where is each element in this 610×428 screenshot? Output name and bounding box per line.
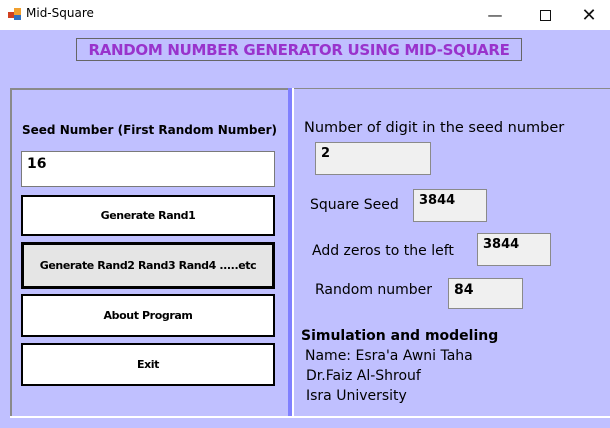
doctor-name: Dr.Faiz Al-Shrouf [306,368,421,384]
app-icon [8,8,21,20]
close-button[interactable]: ✕ [566,0,610,30]
minimize-button[interactable]: — [472,0,518,30]
course-label: Simulation and modeling [301,328,499,344]
title-bar: Mid-Square — ✕ [0,0,610,30]
random-number-label: Random number [315,282,433,298]
digits-field[interactable]: 2 [315,142,431,175]
right-panel-border [294,88,610,89]
add-zeros-label: Add zeros to the left [312,243,454,259]
add-zeros-field[interactable]: 3844 [477,233,551,266]
left-panel [10,88,288,416]
square-seed-label: Square Seed [310,197,399,213]
generate-rand1-button[interactable]: Generate Rand1 [21,195,275,236]
maximize-icon [539,9,551,21]
window-title: Mid-Square [26,6,94,20]
digits-label: Number of digit in the seed number [304,120,565,136]
exit-button[interactable]: Exit [21,343,275,386]
square-seed-field[interactable]: 3844 [413,189,487,222]
close-icon: ✕ [581,4,597,26]
seed-label: Seed Number (First Random Number) [22,123,277,137]
minimize-icon: — [487,6,503,24]
splitter-edge [292,88,294,416]
header-title: RANDOM NUMBER GENERATOR USING MID-SQUARE [76,38,522,61]
about-program-button[interactable]: About Program [21,294,275,337]
seed-input[interactable]: 16 [21,151,275,187]
generate-next-button[interactable]: Generate Rand2 Rand3 Rand4 .....etc [21,242,275,289]
random-number-field[interactable]: 84 [448,278,523,309]
university-name: Isra University [306,388,407,404]
bottom-divider [10,416,610,418]
splitter[interactable] [288,88,292,416]
student-name: Name: Esra'a Awni Taha [305,348,473,364]
maximize-button[interactable] [522,0,568,30]
